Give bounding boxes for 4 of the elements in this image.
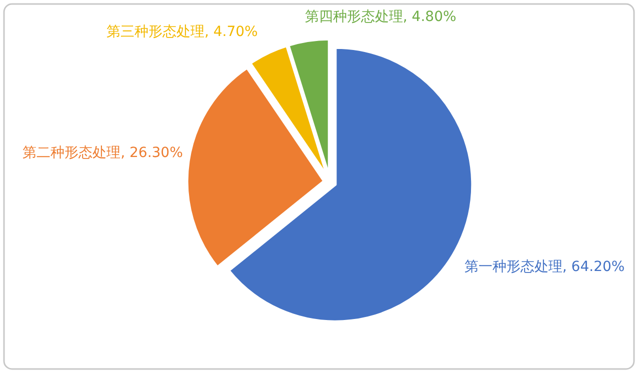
slice-label: 第二种形态处理, 26.30%	[22, 144, 183, 164]
slice-label: 第四种形态处理, 4.80%	[304, 8, 456, 27]
slice-label: 第三种形态处理, 4.70%	[106, 22, 258, 42]
slice-label: 第一种形态处理, 64.20%	[464, 258, 625, 277]
